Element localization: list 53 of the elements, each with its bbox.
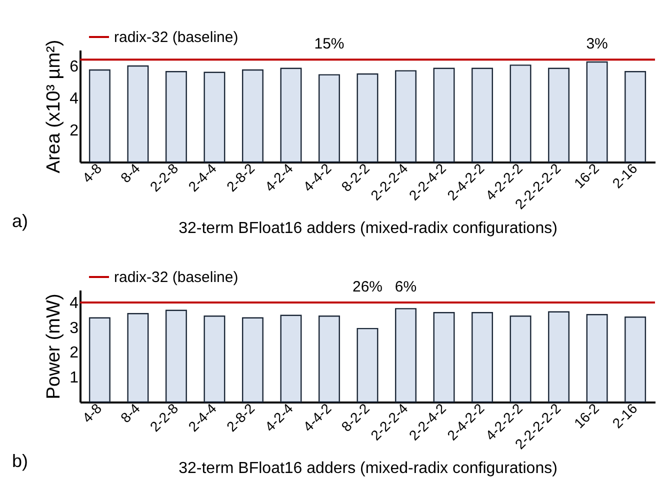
y-tick-label: 2 xyxy=(70,344,79,362)
bar xyxy=(242,69,264,163)
y-tick-label: 4 xyxy=(70,294,79,312)
y-tick-label: 2 xyxy=(70,122,79,140)
text: b) xyxy=(12,451,28,471)
bar xyxy=(165,310,187,403)
x-tick-label: 4-8 xyxy=(79,160,105,186)
annotation: 3% xyxy=(586,36,608,53)
annotation: 6% xyxy=(394,278,417,296)
text: a) xyxy=(12,211,28,231)
x-axis-title: 32-term BFloat16 adders (mixed-radix configurations) xyxy=(178,220,558,238)
bar xyxy=(204,72,226,163)
x-tick-label: 8-4 xyxy=(117,160,144,186)
bar xyxy=(204,316,226,403)
bar xyxy=(586,314,608,403)
bar xyxy=(88,317,110,403)
bar xyxy=(548,311,570,403)
bar xyxy=(510,64,532,163)
bar xyxy=(88,69,110,163)
bar xyxy=(624,71,646,163)
bar xyxy=(280,68,302,163)
x-tick-label: 8-4 xyxy=(117,400,144,426)
y-tick-label: 4 xyxy=(70,90,79,108)
bar xyxy=(586,61,608,163)
bar xyxy=(318,74,340,163)
bar xyxy=(318,316,340,403)
bar xyxy=(624,316,646,403)
bar xyxy=(242,317,264,403)
bar xyxy=(395,70,416,163)
bar xyxy=(395,308,416,403)
legend-label: radix-32 (baseline) xyxy=(114,29,238,46)
annotation: 26% xyxy=(352,278,383,296)
y-tick-label: 6 xyxy=(70,58,79,76)
bar xyxy=(165,71,187,163)
bar xyxy=(472,68,494,163)
bar xyxy=(548,68,570,163)
bar xyxy=(280,314,302,403)
bar xyxy=(433,68,455,163)
y-axis-title: Power (mW) xyxy=(44,294,65,400)
annotation: 15% xyxy=(314,36,344,53)
bar xyxy=(433,312,455,403)
legend-label: radix-32 (baseline) xyxy=(114,269,238,286)
x-axis-title: 32-term BFloat16 adders (mixed-radix configurations) xyxy=(178,460,558,478)
x-tick-label: 4-8 xyxy=(79,400,105,426)
y-axis-title: Area (x10³ µm²) xyxy=(44,40,65,174)
bar xyxy=(356,328,378,403)
bar xyxy=(472,312,494,403)
bar xyxy=(356,73,378,163)
y-tick-label: 3 xyxy=(70,320,79,337)
y-tick-label: 1 xyxy=(70,370,79,387)
bar xyxy=(510,316,532,403)
bar xyxy=(127,65,149,163)
bar xyxy=(127,313,149,403)
